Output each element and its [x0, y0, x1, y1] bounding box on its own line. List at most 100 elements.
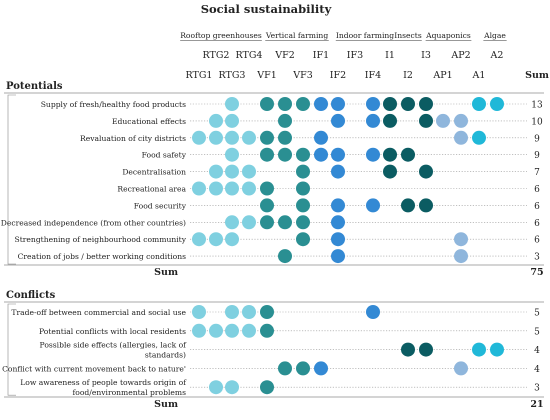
- group-label: Indoor farming: [336, 31, 394, 40]
- dot-if4: [366, 97, 380, 111]
- section-sum-value: 21: [530, 399, 543, 410]
- row-sum: 6: [534, 185, 540, 195]
- row-label: Low awareness of people towards origin o…: [20, 378, 187, 397]
- dot-rtg3: [225, 215, 239, 230]
- dot-i1: [383, 97, 397, 111]
- section-sum-value: 75: [530, 267, 543, 278]
- column-header-i2: I2: [403, 70, 413, 81]
- dot-i1: [383, 113, 397, 128]
- dot-a2: [490, 97, 504, 111]
- dot-rtg2: [209, 181, 223, 196]
- dot-if2: [331, 249, 345, 264]
- dot-i3: [419, 342, 433, 357]
- dot-rtg4: [242, 305, 256, 319]
- dot-i1: [383, 147, 397, 162]
- dot-if2: [331, 147, 345, 162]
- dot-vf2: [278, 130, 292, 145]
- row-label: Recreational area: [117, 185, 186, 194]
- row-label: Decreased independence (from other count…: [1, 218, 186, 227]
- column-header-i1: I1: [385, 50, 395, 61]
- section-title-potentials: Potentials: [6, 81, 63, 92]
- column-header-ap2: AP2: [450, 50, 470, 61]
- group-label: Rooftop greenhouses: [180, 31, 262, 40]
- row-sum: 5: [534, 309, 540, 319]
- dot-vf1: [260, 147, 274, 162]
- dot-vf1: [260, 130, 274, 145]
- dot-vf2: [278, 215, 292, 230]
- dot-vf3: [296, 147, 310, 162]
- row-label: Decentralisation: [122, 168, 186, 177]
- dot-ap1: [436, 113, 450, 128]
- column-header-a2: A2: [490, 50, 504, 61]
- column-header-vf1: VF1: [256, 70, 277, 81]
- dot-if4: [366, 198, 380, 213]
- dot-vf1: [260, 380, 274, 395]
- group-label: Vertical farming: [265, 31, 329, 40]
- dot-if1: [314, 97, 328, 111]
- dot-rtg3: [225, 113, 239, 128]
- group-label: Insects: [394, 31, 422, 40]
- row-sum: 5: [534, 327, 540, 337]
- row-label: Food security: [134, 201, 187, 210]
- dot-i3: [419, 97, 433, 111]
- section-sum-label: Sum: [154, 267, 178, 278]
- dot-a1: [472, 97, 486, 111]
- dot-rtg4: [242, 323, 256, 338]
- row-label: Food safety: [142, 151, 187, 160]
- dot-a2: [490, 342, 504, 357]
- dot-vf1: [260, 323, 274, 338]
- section-sum-label: Sum: [154, 399, 178, 410]
- dot-rtg3: [225, 164, 239, 179]
- dot-rtg2: [209, 323, 223, 338]
- dot-rtg3: [225, 147, 239, 162]
- dot-if2: [331, 232, 345, 247]
- row-label: Trade-off between commercial and social …: [11, 308, 186, 317]
- dot-vf2: [278, 361, 292, 376]
- dot-if2: [331, 164, 345, 179]
- column-header-vf2: VF2: [274, 50, 295, 61]
- row-label: Educational effects: [112, 117, 186, 126]
- dot-rtg1: [192, 305, 206, 319]
- dot-ap2: [454, 232, 468, 247]
- dot-i3: [419, 198, 433, 213]
- row-label: Conflict with current movement back to n…: [2, 364, 186, 373]
- dot-vf2: [278, 97, 292, 111]
- dot-a1: [472, 130, 486, 145]
- column-header-if4: IF4: [365, 70, 381, 81]
- dot-rtg2: [209, 380, 223, 395]
- dot-vf3: [296, 97, 310, 111]
- dot-vf2: [278, 147, 292, 162]
- dot-rtg4: [242, 215, 256, 230]
- dot-i2: [401, 97, 415, 111]
- column-header-a1: A1: [472, 70, 486, 81]
- dot-vf3: [296, 198, 310, 213]
- dot-if2: [331, 198, 345, 213]
- dot-if1: [314, 130, 328, 145]
- dot-if4: [366, 147, 380, 162]
- dot-vf3: [296, 164, 310, 179]
- dot-rtg3: [225, 232, 239, 247]
- dot-if1: [314, 147, 328, 162]
- column-header-if2: IF2: [330, 70, 346, 81]
- row-sum: 4: [534, 365, 540, 375]
- dot-rtg1: [192, 130, 206, 145]
- row-sum: 3: [534, 253, 540, 263]
- dot-vf1: [260, 198, 274, 213]
- dot-rtg3: [225, 97, 239, 111]
- row-sum: 9: [534, 151, 540, 161]
- row-sum: 6: [534, 202, 540, 212]
- dot-i3: [419, 113, 433, 128]
- dot-rtg4: [242, 181, 256, 196]
- row-sum: 7: [534, 168, 540, 178]
- dot-vf3: [296, 181, 310, 196]
- sum-column-header: Sum: [525, 70, 549, 81]
- dot-vf1: [260, 215, 274, 230]
- dot-rtg1: [192, 181, 206, 196]
- dot-ap2: [454, 249, 468, 264]
- column-header-rtg3: RTG3: [219, 70, 246, 81]
- group-label: Aquaponics: [425, 31, 471, 40]
- dot-i1: [383, 164, 397, 179]
- column-header-rtg4: RTG4: [236, 50, 263, 61]
- dot-vf2: [278, 249, 292, 264]
